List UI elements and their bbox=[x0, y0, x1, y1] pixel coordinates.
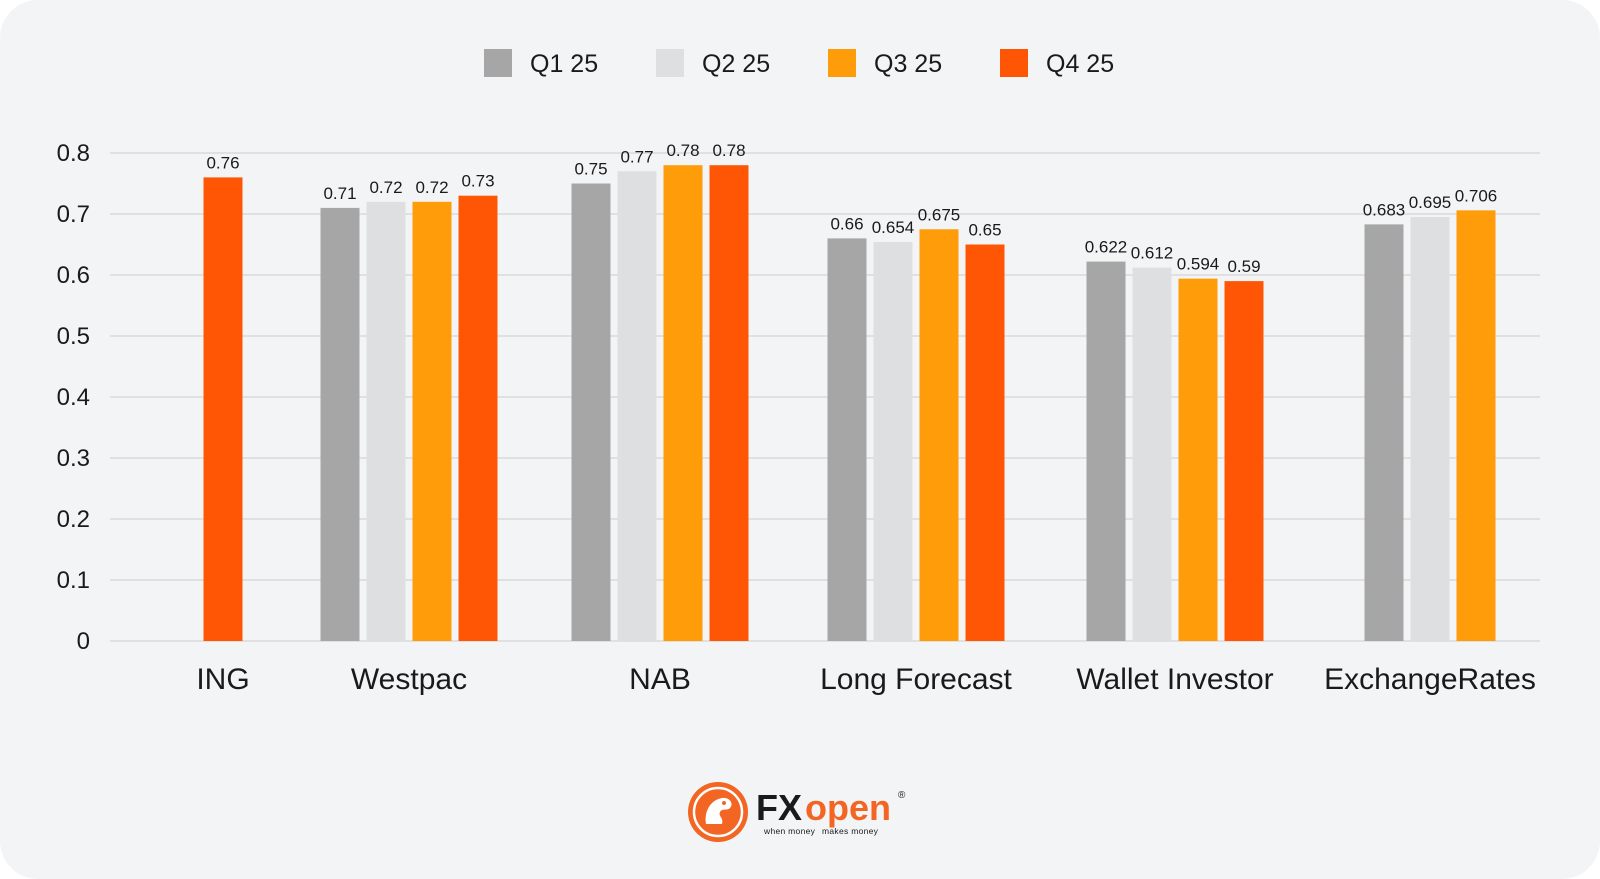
bar bbox=[663, 165, 703, 641]
data-label: 0.72 bbox=[415, 178, 448, 197]
legend-swatch bbox=[656, 49, 684, 77]
x-category-label: Long Forecast bbox=[820, 663, 1012, 696]
legend-label: Q1 25 bbox=[530, 50, 598, 78]
bar bbox=[1178, 278, 1218, 641]
legend-label: Q4 25 bbox=[1046, 50, 1114, 78]
data-label: 0.612 bbox=[1131, 244, 1174, 263]
x-category-label: Westpac bbox=[351, 663, 467, 696]
data-label: 0.71 bbox=[323, 184, 356, 203]
y-tick-label: 0.3 bbox=[57, 445, 90, 472]
bar bbox=[1086, 261, 1126, 641]
bar bbox=[965, 244, 1005, 641]
data-label: 0.76 bbox=[206, 153, 239, 172]
bar bbox=[873, 242, 913, 641]
bar bbox=[366, 201, 406, 642]
data-label: 0.75 bbox=[574, 160, 607, 179]
tagline-part-2: makes money bbox=[822, 826, 879, 836]
bar bbox=[571, 183, 611, 641]
bar bbox=[1224, 281, 1264, 641]
data-label: 0.73 bbox=[461, 172, 494, 191]
bar bbox=[1132, 267, 1172, 641]
bar bbox=[412, 201, 452, 642]
brand-name-open: open bbox=[805, 787, 891, 828]
bar bbox=[617, 171, 657, 642]
legend-swatch bbox=[1000, 49, 1028, 77]
tagline-part-1: when money bbox=[763, 826, 816, 836]
y-tick-label: 0.8 bbox=[57, 140, 90, 167]
bar bbox=[1410, 217, 1450, 642]
y-tick-label: 0.7 bbox=[57, 201, 90, 228]
x-category-label: ExchangeRates bbox=[1324, 663, 1536, 696]
registered-mark: ® bbox=[898, 790, 906, 801]
data-label: 0.78 bbox=[712, 141, 745, 160]
data-label: 0.695 bbox=[1409, 193, 1452, 212]
bar bbox=[1456, 210, 1496, 641]
legend-swatch bbox=[828, 49, 856, 77]
brand-name-fx: FX bbox=[756, 787, 802, 828]
data-label: 0.65 bbox=[968, 221, 1001, 240]
y-tick-label: 0 bbox=[77, 628, 90, 655]
y-tick-label: 0.6 bbox=[57, 262, 90, 289]
legend-label: Q3 25 bbox=[874, 50, 942, 78]
bar bbox=[709, 165, 749, 641]
y-tick-label: 0.4 bbox=[57, 384, 90, 411]
y-tick-label: 0.5 bbox=[57, 323, 90, 350]
fxopen-logo: FX open ® when money makes money bbox=[688, 782, 906, 842]
x-category-label: Wallet Investor bbox=[1076, 663, 1273, 696]
x-category-label: NAB bbox=[629, 663, 691, 696]
data-label: 0.706 bbox=[1455, 186, 1498, 205]
data-label: 0.66 bbox=[830, 214, 863, 233]
data-label: 0.683 bbox=[1363, 200, 1406, 219]
bar bbox=[458, 195, 498, 641]
data-label: 0.78 bbox=[666, 141, 699, 160]
legend-label: Q2 25 bbox=[702, 50, 770, 78]
bar bbox=[320, 207, 360, 641]
data-label: 0.654 bbox=[872, 218, 915, 237]
data-label: 0.72 bbox=[369, 178, 402, 197]
y-tick-label: 0.2 bbox=[57, 506, 90, 533]
data-label: 0.59 bbox=[1227, 257, 1260, 276]
data-label: 0.594 bbox=[1177, 255, 1220, 274]
bar bbox=[919, 229, 959, 641]
y-tick-label: 0.1 bbox=[57, 567, 90, 594]
x-category-label: ING bbox=[196, 663, 249, 696]
lion-emblem-icon bbox=[688, 782, 748, 842]
bar bbox=[827, 238, 867, 641]
data-label: 0.675 bbox=[918, 205, 961, 224]
bar bbox=[203, 177, 243, 641]
legend-swatch bbox=[484, 49, 512, 77]
bar bbox=[1364, 224, 1404, 641]
data-label: 0.622 bbox=[1085, 238, 1128, 257]
data-label: 0.77 bbox=[620, 147, 653, 166]
